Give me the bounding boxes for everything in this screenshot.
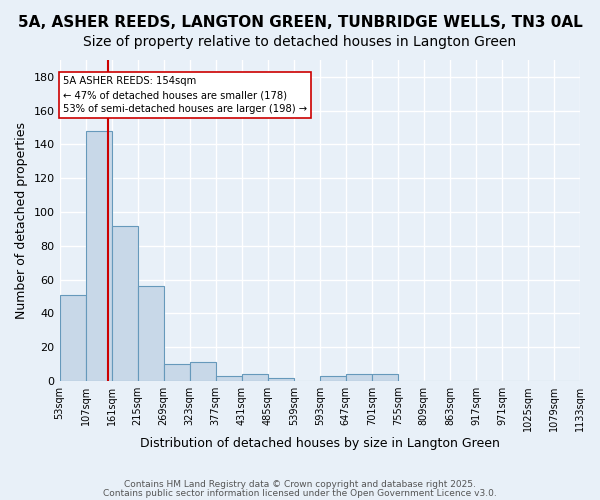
Bar	[320, 376, 346, 381]
Text: Contains HM Land Registry data © Crown copyright and database right 2025.: Contains HM Land Registry data © Crown c…	[124, 480, 476, 489]
Bar	[190, 362, 215, 381]
Bar	[112, 226, 137, 381]
Bar	[59, 295, 86, 381]
Bar	[372, 374, 398, 381]
Bar	[268, 378, 294, 381]
Text: Contains public sector information licensed under the Open Government Licence v3: Contains public sector information licen…	[103, 488, 497, 498]
Bar	[164, 364, 190, 381]
Bar	[215, 376, 242, 381]
X-axis label: Distribution of detached houses by size in Langton Green: Distribution of detached houses by size …	[140, 437, 500, 450]
Bar	[86, 131, 112, 381]
Bar	[346, 374, 372, 381]
Y-axis label: Number of detached properties: Number of detached properties	[15, 122, 28, 319]
Bar	[242, 374, 268, 381]
Bar	[137, 286, 164, 381]
Text: Size of property relative to detached houses in Langton Green: Size of property relative to detached ho…	[83, 35, 517, 49]
Text: 5A, ASHER REEDS, LANGTON GREEN, TUNBRIDGE WELLS, TN3 0AL: 5A, ASHER REEDS, LANGTON GREEN, TUNBRIDG…	[17, 15, 583, 30]
Text: 5A ASHER REEDS: 154sqm
← 47% of detached houses are smaller (178)
53% of semi-de: 5A ASHER REEDS: 154sqm ← 47% of detached…	[62, 76, 307, 114]
